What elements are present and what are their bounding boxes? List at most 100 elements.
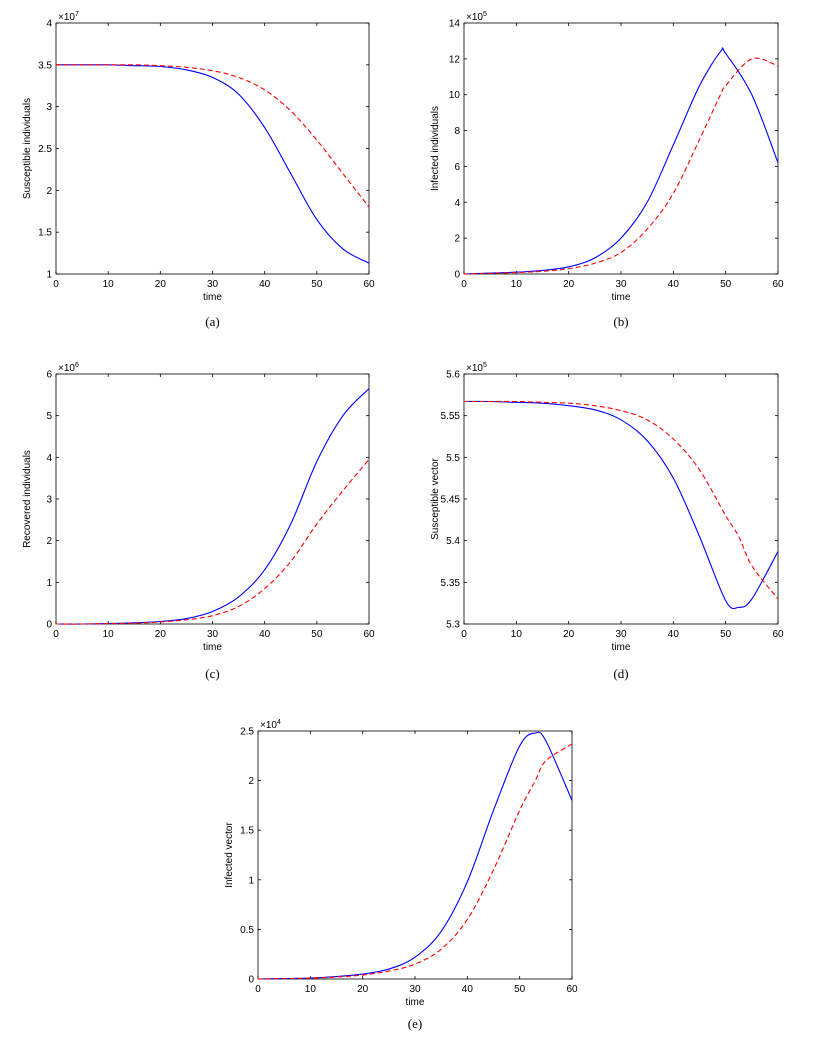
y-exponent-label: ×104 <box>260 719 281 731</box>
y-tick-label: 3 <box>46 495 52 506</box>
series-line-solid <box>463 47 779 275</box>
chart-panel: 0 10 20 30 40 50 60 1 1.5 2 2.5 3 3.5 4 ×107 time Suscep… <box>22 11 375 329</box>
subfigure-label: (b) <box>613 314 628 329</box>
x-tick-label: 40 <box>668 279 680 290</box>
y-exponent-label: ×105 <box>466 11 487 23</box>
x-tick-label: 50 <box>311 629 323 640</box>
subfigure-label: (a) <box>205 314 219 329</box>
series-line-solid <box>55 388 370 625</box>
x-tick-label: 40 <box>462 984 474 995</box>
y-tick-label: 5.6 <box>446 370 460 381</box>
y-axis-label: Susceptible individuals <box>22 98 33 199</box>
y-tick-label: 2 <box>248 776 254 787</box>
y-tick-label: 0 <box>46 620 52 631</box>
y-tick-label: 3.5 <box>38 60 52 71</box>
series-line-solid <box>257 731 573 980</box>
y-tick-label: 6 <box>454 162 460 173</box>
y-tick-label: 1.5 <box>240 826 254 837</box>
series-line-dashed <box>464 400 779 600</box>
plot-frame <box>55 22 370 275</box>
x-tick-label: 0 <box>255 984 261 995</box>
x-tick-label: 20 <box>155 629 167 640</box>
y-tick-label: 0.5 <box>240 925 254 936</box>
x-axis-label: time <box>612 642 631 653</box>
y-axis-label: Recovered individuals <box>22 450 33 548</box>
series-line-dashed <box>55 64 370 208</box>
x-tick-label: 20 <box>563 279 575 290</box>
y-tick-label: 8 <box>454 126 460 137</box>
x-axis-label: time <box>203 642 222 653</box>
subfigure-label: (d) <box>613 666 628 681</box>
chart-panel: 0 10 20 30 40 50 60 0 2 4 6 8 10 12 14 ×105 time Infected… <box>430 11 784 329</box>
x-tick-label: 30 <box>409 984 421 995</box>
y-tick-label: 0 <box>248 975 254 986</box>
y-tick-label: 5.5 <box>446 453 460 464</box>
x-tick-label: 30 <box>615 629 627 640</box>
y-tick-label: 4 <box>454 198 460 209</box>
x-tick-label: 60 <box>363 279 375 290</box>
y-tick-label: 1 <box>46 270 52 281</box>
x-tick-label: 0 <box>53 629 59 640</box>
y-exponent-label: ×107 <box>58 11 79 23</box>
y-exponent-label: ×105 <box>466 362 487 374</box>
y-tick-label: 2.5 <box>240 727 254 738</box>
y-axis-label: Infected individuals <box>430 106 441 191</box>
y-tick-label: 5.45 <box>441 495 461 506</box>
x-axis-label: time <box>203 292 222 303</box>
chart-panel: 0 10 20 30 40 50 60 5.3 5.35 5.4 5.45 5.5 5.55 5.6 ×10… <box>430 362 784 681</box>
chart-panel: 0 10 20 30 40 50 60 0 1 2 3 4 5 6 ×106 time Recovered in… <box>22 362 375 681</box>
x-tick-label: 40 <box>259 279 271 290</box>
y-tick-label: 2.5 <box>38 144 52 155</box>
subfigure-label: (c) <box>205 666 219 681</box>
x-tick-label: 50 <box>311 279 323 290</box>
y-tick-label: 10 <box>449 90 461 101</box>
y-tick-label: 5.3 <box>446 620 460 631</box>
x-axis-label: time <box>612 292 631 303</box>
y-tick-label: 1 <box>248 875 254 886</box>
x-tick-label: 10 <box>511 629 523 640</box>
series-line-dashed <box>463 57 779 275</box>
y-axis-label: Susceptible vector <box>430 457 441 539</box>
y-tick-label: 1 <box>46 578 52 589</box>
y-axis-label: Infected vector <box>224 822 235 888</box>
plot-frame <box>257 730 573 980</box>
x-tick-label: 30 <box>207 629 219 640</box>
y-tick-label: 5.35 <box>441 578 461 589</box>
x-tick-label: 10 <box>103 629 115 640</box>
y-tick-label: 2 <box>46 186 52 197</box>
x-tick-label: 50 <box>720 629 732 640</box>
series-line-solid <box>55 64 370 264</box>
x-tick-label: 10 <box>511 279 523 290</box>
x-axis-label: time <box>406 997 425 1008</box>
plot-frame <box>55 373 370 625</box>
plot-frame <box>463 373 779 625</box>
x-tick-label: 20 <box>563 629 575 640</box>
y-exponent-label: ×106 <box>58 362 79 374</box>
x-tick-label: 20 <box>155 279 167 290</box>
x-tick-label: 60 <box>772 629 784 640</box>
y-tick-label: 4 <box>46 19 52 30</box>
x-tick-label: 40 <box>668 629 680 640</box>
y-tick-label: 1.5 <box>38 228 52 239</box>
series-line-dashed <box>55 459 370 625</box>
x-tick-label: 60 <box>566 984 578 995</box>
series-line-solid <box>463 400 779 610</box>
y-tick-label: 6 <box>46 370 52 381</box>
x-tick-label: 0 <box>461 629 467 640</box>
chart-panel: 0 10 20 30 40 50 60 0 0.5 1 1.5 2 2.5 ×104 time Infecte… <box>224 719 578 1031</box>
x-tick-label: 40 <box>259 629 271 640</box>
x-tick-label: 0 <box>461 279 467 290</box>
y-tick-label: 12 <box>449 54 461 65</box>
y-tick-label: 14 <box>449 19 461 30</box>
y-tick-label: 5 <box>46 411 52 422</box>
x-tick-label: 10 <box>305 984 317 995</box>
x-tick-label: 20 <box>357 984 369 995</box>
y-tick-label: 5.4 <box>446 536 460 547</box>
y-tick-label: 0 <box>454 270 460 281</box>
x-tick-label: 10 <box>103 279 115 290</box>
y-tick-label: 4 <box>46 453 52 464</box>
y-tick-label: 3 <box>46 102 52 113</box>
x-tick-label: 30 <box>207 279 219 290</box>
x-tick-label: 50 <box>720 279 732 290</box>
